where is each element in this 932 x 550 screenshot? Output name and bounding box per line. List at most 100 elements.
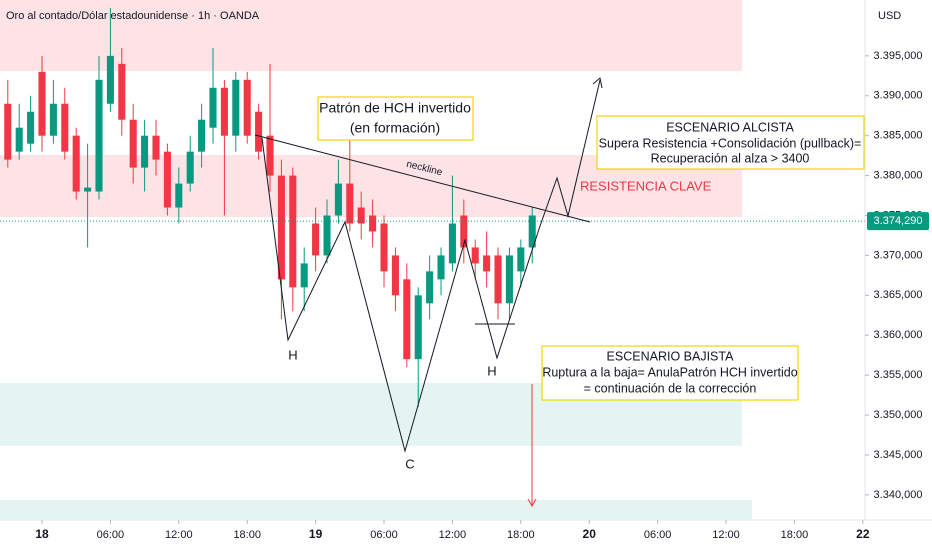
candle-body [255,111,263,152]
annotation-box [596,115,865,170]
candle-body [517,247,525,272]
x-tick-label: 12:00 [712,529,740,541]
candle-body [118,63,126,120]
x-tick-label: 18 [35,527,49,541]
candle-body [426,271,434,304]
y-tick-label: 3.370,000 [874,249,923,261]
candle-body [95,79,103,192]
y-tick-label: 3.360,000 [874,329,923,341]
candle-body [380,223,388,272]
candle-body [61,103,69,152]
arrow-head [527,498,537,508]
candle-body [403,279,411,360]
candle-body [448,223,456,264]
annotation: (en formación) [350,120,440,136]
candle-body [72,135,80,192]
x-tick-label: 06:00 [644,529,672,541]
x-tick-label: 06:00 [97,529,125,541]
y-tick-label: 3.340,000 [874,489,923,501]
annotation: ESCENARIO BAJISTA [607,349,735,363]
candle-body [391,255,399,296]
candle-body [312,223,320,256]
annotation: H [487,363,496,378]
annotation: Patrón de HCH invertido [319,100,471,116]
annotation: H [288,347,297,362]
candle-body [220,87,228,136]
axis-unit: USD [878,10,901,22]
x-tick-label: 12:00 [439,529,467,541]
candle-body [528,215,536,248]
y-tick-label: 3.385,000 [874,130,923,142]
candle-body [15,127,23,152]
x-tick-label: 12:00 [165,529,193,541]
x-tick-label: 20 [583,527,597,541]
candle-body [4,103,12,160]
candle-body [175,183,183,208]
candle-body [232,79,240,136]
candle-body [414,295,422,360]
candle-body [437,255,445,280]
annotation-box [317,96,474,141]
x-tick-label: 06:00 [370,529,398,541]
candle-body [27,111,35,144]
support-zone [0,500,752,519]
candle-body [152,135,160,160]
x-tick-label: 18:00 [233,529,261,541]
annotation: Supera Resistencia +Consolidación (pullb… [599,136,862,150]
chart-title: Oro al contado/Dólar estadounidense · 1h… [6,10,260,22]
candle-body [460,215,468,248]
candle-body [494,255,502,304]
candle-body [129,119,137,168]
candle-body [186,151,194,184]
y-tick-label: 3.365,000 [874,289,923,301]
drawings [254,77,603,508]
candle-body [84,187,92,192]
last-price-tag [867,212,929,231]
annotation: RESISTENCIA CLAVE [580,178,712,193]
x-tick-label: 18:00 [781,529,809,541]
arrow-head [592,77,603,89]
candle-body [471,247,479,264]
candle-body [106,55,114,104]
y-tick-label: 3.380,000 [874,170,923,182]
candle-body [163,151,171,208]
candle-body [141,135,149,168]
x-tick-label: 18:00 [507,529,535,541]
candle-body [209,87,217,128]
axes: 3.395,000 3.390,000 3.385,000 3.380,000 3.37… [35,50,929,541]
y-tick-label: 3.395,000 [874,50,923,62]
candle-body [277,175,285,280]
last-price-label: 3.374,290 [874,215,923,227]
candle-body [357,207,365,224]
candle-body [505,255,513,304]
candle-body [38,71,46,136]
candle-body [346,183,354,224]
annotation: ESCENARIO ALCISTA [666,120,794,134]
annotation: C [405,456,414,471]
candle-body [49,103,57,136]
candle-body [243,79,251,136]
candle-body [323,215,331,256]
annotation: Recuperación al alza > 3400 [651,151,810,165]
candle-body [369,215,377,232]
resistance-zone [0,0,742,71]
candle-body [483,255,491,272]
x-tick-label: 19 [309,527,323,541]
annotation: Ruptura a la baja= AnulaPatrón HCH inver… [542,365,797,379]
candle-body [300,263,308,288]
x-tick-label: 22 [856,527,870,541]
candle-body [198,119,206,152]
candle-body [289,175,297,288]
candle-body [266,135,274,176]
plot [0,7,865,408]
candle-body [334,183,342,216]
annotation-box [541,345,799,401]
y-tick-label: 3.345,000 [874,449,923,461]
pattern-path [261,79,601,453]
y-tick-label: 3.350,000 [874,409,923,421]
y-tick-label: 3.390,000 [874,90,923,102]
annotation: = continuación de la corrección [584,381,757,395]
y-tick-label: 3.355,000 [874,369,923,381]
neckline-line [254,134,591,223]
